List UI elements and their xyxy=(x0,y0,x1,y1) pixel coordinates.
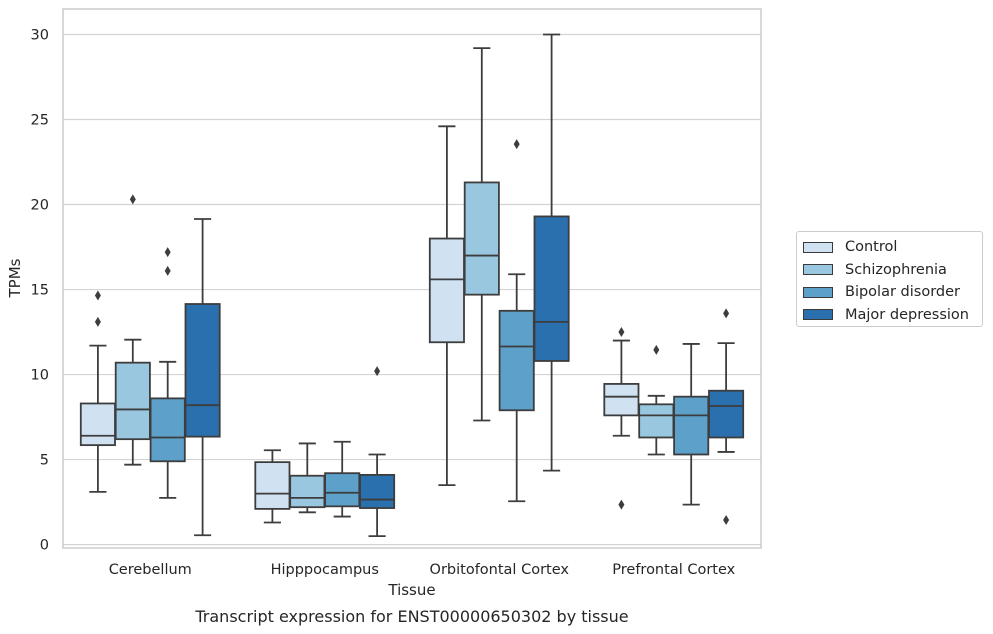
box-schizophrenia xyxy=(638,344,675,456)
iqr-box xyxy=(324,472,361,508)
box-schizophrenia xyxy=(114,194,151,466)
y-tick-label: 15 xyxy=(31,283,49,299)
outlier-point xyxy=(723,308,730,319)
iqr-box xyxy=(254,461,291,510)
outlier-point xyxy=(618,327,625,338)
x-axis-label: Tissue xyxy=(387,581,435,599)
legend-swatch xyxy=(803,264,833,276)
x-axis: Cerebellum Hipppocampus Orbitofontal Corte… xyxy=(109,562,736,578)
outlier-point xyxy=(164,265,171,276)
outlier-point xyxy=(374,366,381,377)
box-control xyxy=(428,125,465,486)
legend-item: Bipolar disorder xyxy=(803,281,982,304)
legend: Control Schizophrenia Bipolar disorder M… xyxy=(796,231,983,327)
x-tick-label: Hipppocampus xyxy=(271,562,379,578)
box-schizophrenia xyxy=(463,47,500,422)
outlier-point xyxy=(618,499,625,510)
box-control xyxy=(603,327,640,510)
iqr-box xyxy=(428,237,465,344)
iqr-box xyxy=(289,474,326,509)
iqr-box xyxy=(603,383,640,417)
box-control xyxy=(79,290,116,493)
box-control xyxy=(254,449,291,524)
y-tick-label: 10 xyxy=(31,368,49,384)
iqr-box xyxy=(533,215,570,362)
y-tick-label: 0 xyxy=(40,538,49,554)
x-tick-label: Orbitofontal Cortex xyxy=(430,562,570,578)
legend-swatch xyxy=(803,241,833,253)
outlier-point xyxy=(723,514,730,525)
legend-swatch xyxy=(803,309,833,321)
boxes xyxy=(79,33,745,537)
iqr-box xyxy=(708,389,745,439)
chart-title: Transcript expression for ENST0000065030… xyxy=(194,607,628,626)
legend-label: Control xyxy=(845,239,898,256)
box-bipolar-disorder xyxy=(149,247,186,499)
legend-item: Major depression xyxy=(803,304,982,327)
outlier-point xyxy=(94,290,101,301)
outlier-point xyxy=(129,194,136,205)
y-axis-label: TPMs xyxy=(6,258,24,298)
x-tick-label: Cerebellum xyxy=(109,562,192,578)
outlier-point xyxy=(94,316,101,327)
iqr-box xyxy=(114,361,151,441)
box-major-depression xyxy=(533,33,570,472)
iqr-box xyxy=(79,402,116,447)
box-bipolar-disorder xyxy=(324,440,361,518)
iqr-box xyxy=(498,309,535,412)
y-tick-label: 25 xyxy=(31,113,49,129)
outlier-point xyxy=(653,344,660,355)
legend-label: Bipolar disorder xyxy=(845,284,960,301)
iqr-box xyxy=(149,397,186,463)
y-tick-label: 20 xyxy=(31,198,49,214)
legend-label: Schizophrenia xyxy=(845,261,947,278)
box-major-depression xyxy=(708,308,745,525)
legend-swatch xyxy=(803,286,833,298)
outlier-point xyxy=(164,247,171,258)
box-major-depression xyxy=(184,218,221,537)
legend-label: Major depression xyxy=(845,306,969,323)
box-major-depression xyxy=(359,366,396,537)
y-tick-label: 30 xyxy=(31,28,49,44)
box-schizophrenia xyxy=(289,442,326,514)
outlier-point xyxy=(513,139,520,150)
box-bipolar-disorder xyxy=(673,343,710,506)
legend-item: Schizophrenia xyxy=(803,259,982,282)
box-bipolar-disorder xyxy=(498,139,535,503)
iqr-box xyxy=(359,473,396,509)
y-tick-label: 5 xyxy=(40,453,49,469)
x-tick-label: Prefrontal Cortex xyxy=(612,562,735,578)
iqr-box xyxy=(638,403,675,439)
iqr-box xyxy=(463,181,500,296)
plot-area-frame xyxy=(62,8,762,549)
iqr-box xyxy=(673,395,710,456)
iqr-box xyxy=(184,303,221,438)
y-axis: 0 5 10 15 20 25 30 xyxy=(31,28,49,554)
legend-item: Control xyxy=(803,236,982,259)
